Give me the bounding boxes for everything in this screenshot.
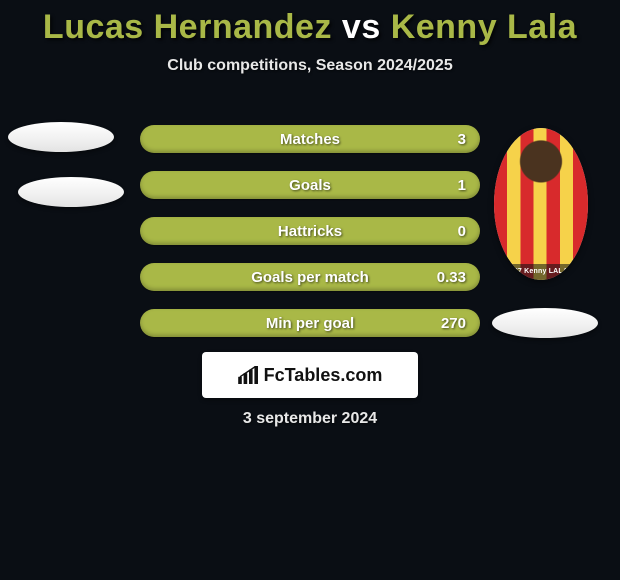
logo-text: FcTables.com (264, 365, 383, 386)
player1-name: Lucas Hernandez (43, 8, 332, 46)
stat-bar: Min per goal 270 (140, 309, 480, 337)
stat-bar: Goals 1 (140, 171, 480, 199)
stat-value: 0.33 (437, 269, 466, 286)
stat-bars: Matches 3 Goals 1 Hattricks 0 Goals per match 0… (140, 125, 480, 355)
blank-pill-left-1 (8, 122, 114, 152)
stat-value: 270 (441, 315, 466, 332)
stat-value: 1 (458, 177, 466, 194)
comparison-card: Lucas Hernandez vs Kenny Lala Club compe… (0, 0, 620, 75)
stat-label: Matches (280, 131, 340, 148)
stat-label: Hattricks (278, 223, 342, 240)
stat-bar: Goals per match 0.33 (140, 263, 480, 291)
stat-value: 3 (458, 131, 466, 148)
stat-label: Goals (289, 177, 331, 194)
avatar-jersey (494, 128, 588, 280)
page-title: Lucas Hernandez vs Kenny Lala (0, 0, 620, 47)
player2-name: Kenny Lala (391, 8, 577, 46)
stat-bar: Matches 3 (140, 125, 480, 153)
vs-label: vs (342, 8, 381, 46)
subtitle: Club competitions, Season 2024/2025 (0, 57, 620, 75)
blank-pill-left-2 (18, 177, 124, 207)
bar-chart-icon (238, 366, 260, 384)
avatar-caption: 27 Kenny LALA (494, 264, 588, 280)
logo-text-wrap: FcTables.com (238, 365, 383, 386)
stat-bar: Hattricks 0 (140, 217, 480, 245)
player2-avatar: 27 Kenny LALA (494, 128, 588, 280)
fctables-logo[interactable]: FcTables.com (202, 352, 418, 398)
stat-label: Min per goal (266, 315, 354, 332)
stat-label: Goals per match (251, 269, 369, 286)
date-label: 3 september 2024 (0, 410, 620, 428)
blank-pill-right-1 (492, 308, 598, 338)
stat-value: 0 (458, 223, 466, 240)
